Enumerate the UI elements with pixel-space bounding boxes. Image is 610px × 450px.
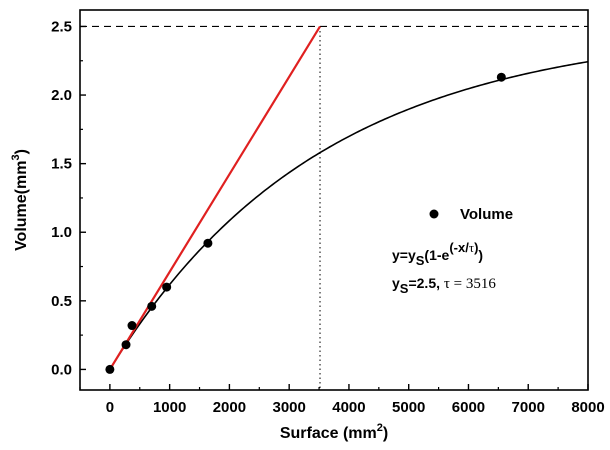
data-point bbox=[496, 72, 506, 82]
tangent-line-layer bbox=[108, 25, 321, 370]
data-point bbox=[127, 321, 137, 331]
data-point bbox=[203, 238, 213, 248]
legend-marker bbox=[429, 209, 439, 219]
x-tick-label: 6000 bbox=[452, 399, 485, 416]
data-point bbox=[162, 282, 172, 292]
y-tick-label: 2.0 bbox=[51, 87, 72, 104]
x-tick-label: 2000 bbox=[213, 399, 246, 416]
data-point bbox=[105, 364, 115, 374]
y-tick-label: 0.5 bbox=[51, 293, 72, 310]
plot-frame bbox=[79, 9, 589, 391]
tangent-line bbox=[108, 25, 321, 370]
legend-label: Volume bbox=[460, 206, 513, 223]
x-axis-label: Surface (mm2) bbox=[280, 422, 388, 442]
y-tick-label: 1.0 bbox=[51, 224, 72, 241]
y-axis-label: Volume(mm3) bbox=[10, 149, 30, 251]
fit-parameters: yS=2.5, τ = 3516 bbox=[392, 275, 496, 296]
x-tick-label: 4000 bbox=[332, 399, 365, 416]
reference-lines bbox=[80, 25, 588, 390]
fit-equation: y=yS(1-e(-x/τ)) bbox=[392, 240, 483, 268]
x-tick-label: 7000 bbox=[512, 399, 545, 416]
fit-curve bbox=[109, 60, 588, 370]
y-tick-label: 0.0 bbox=[51, 361, 72, 378]
x-tick-label: 8000 bbox=[571, 399, 604, 416]
x-tick-label: 3000 bbox=[272, 399, 305, 416]
x-tick-label: 0 bbox=[106, 399, 114, 416]
x-tick-label: 5000 bbox=[392, 399, 425, 416]
fit-curve-layer bbox=[109, 60, 588, 370]
legend: Volume y=yS(1-e(-x/τ)) yS=2.5, τ = 3516 bbox=[392, 206, 513, 296]
y-axis-ticks: 0.0 0.5 1.0 1.5 2.0 2.5 bbox=[51, 18, 86, 378]
data-point bbox=[121, 340, 131, 350]
y-tick-label: 1.5 bbox=[51, 156, 72, 173]
data-point bbox=[147, 301, 157, 311]
data-points-layer bbox=[105, 72, 506, 374]
x-tick-label: 1000 bbox=[153, 399, 186, 416]
x-axis-ticks: 0 1000 2000 3000 4000 5000 6000 7000 8000 bbox=[79, 384, 605, 416]
y-tick-label: 2.5 bbox=[51, 18, 72, 35]
